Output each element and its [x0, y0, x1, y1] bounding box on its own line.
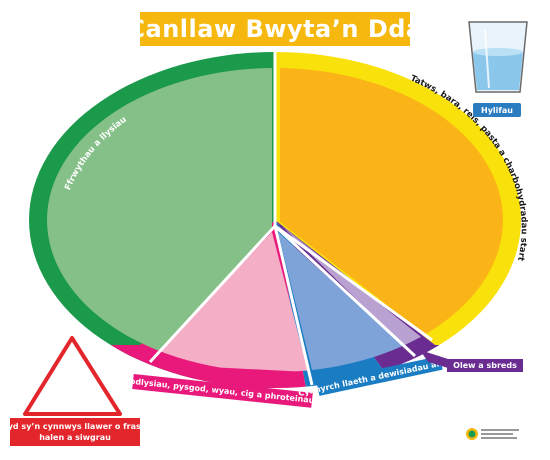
protein-segment [148, 232, 308, 372]
logo-icon [466, 428, 519, 440]
oil-pointer [420, 350, 448, 368]
treats-triangle [23, 336, 122, 416]
treats-label: Bwyd sy’n cynnwys llawer o fraster, hale… [0, 418, 156, 446]
oil-label: Olew a sbreds [447, 359, 523, 372]
treats-label-line2: halen a siwgrau [39, 433, 111, 442]
glass-of-water-icon [468, 21, 528, 93]
title-banner: Canllaw Bwyta’n Dda [127, 12, 422, 46]
dairy-segment [278, 232, 410, 372]
fluids-label: Hylifau [473, 103, 521, 117]
treats-label-line1: Bwyd sy’n cynnwys llawer o fraster, [0, 422, 156, 431]
page-title: Canllaw Bwyta’n Dda [127, 15, 423, 43]
